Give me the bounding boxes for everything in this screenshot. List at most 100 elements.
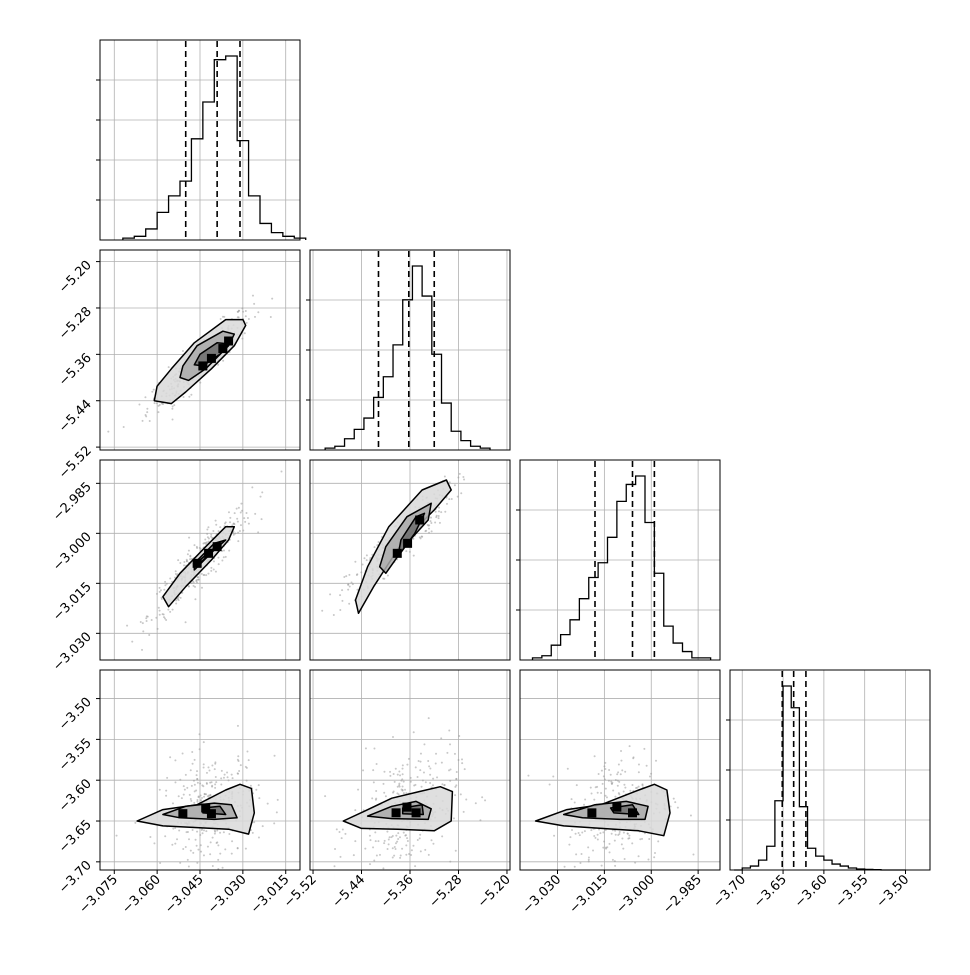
s41-sample-point xyxy=(193,790,196,793)
s42-sample-point xyxy=(429,767,432,770)
s42-sample-point xyxy=(429,782,432,785)
s41-sample-point xyxy=(208,769,211,772)
s42-sample-point xyxy=(383,839,386,842)
s42-sample-point xyxy=(431,784,434,787)
s41-sample-point xyxy=(213,768,216,771)
s41-sample-point xyxy=(184,773,187,776)
s32-sample-point xyxy=(440,511,443,514)
s43-sample-point xyxy=(566,767,569,770)
s43-sample-point xyxy=(602,775,605,778)
s31-sample-point xyxy=(203,542,206,545)
s31-sample-point xyxy=(194,585,197,588)
s43-sample-point xyxy=(603,840,606,843)
s43-sample-point xyxy=(587,856,590,859)
s42-sample-point xyxy=(402,792,405,795)
s43-sample-point xyxy=(574,832,577,835)
s41-sample-point xyxy=(193,801,196,804)
s42-sample-point xyxy=(372,781,375,784)
s43-sample-point xyxy=(631,842,634,845)
s42-sample-point xyxy=(388,836,391,839)
s43-sample-point xyxy=(610,780,613,783)
s43-sample-point xyxy=(587,846,590,849)
col4-xtick-label-3: −3.55 xyxy=(833,872,872,911)
s41-sample-point xyxy=(182,785,185,788)
s42-sample-point xyxy=(378,853,381,856)
s43-sample-point xyxy=(599,832,602,835)
s31-sample-point xyxy=(179,596,182,599)
s42-sample-point xyxy=(455,778,458,781)
s43-sample-point xyxy=(570,829,573,832)
s31-sample-point xyxy=(141,648,144,651)
s31-sample-point xyxy=(217,556,220,559)
s42-sample-point xyxy=(453,752,456,755)
s43-sample-point xyxy=(590,792,593,795)
s31-sample-point xyxy=(280,470,283,473)
s31-sample-point xyxy=(231,524,234,527)
s43-sample-point xyxy=(637,785,640,788)
s31-sample-point xyxy=(237,540,240,543)
s42-sample-point xyxy=(432,777,435,780)
s41-sample-point xyxy=(186,858,189,861)
s41-sample-point xyxy=(273,822,276,825)
s43-sample-point xyxy=(563,865,566,868)
s42-sample-point xyxy=(396,840,399,843)
s42-sample-point xyxy=(412,731,415,734)
s42-sample-point xyxy=(373,747,376,750)
s31-sample-point xyxy=(212,568,215,571)
row2-ytick-label-4: −5.20 xyxy=(56,258,95,297)
s43-sample-point xyxy=(579,862,582,865)
p4-frame xyxy=(729,669,931,871)
s42-sample-point xyxy=(429,773,432,776)
s31-sample-point xyxy=(188,536,191,539)
s21-density-cell-0 xyxy=(206,353,216,363)
s32-sample-point xyxy=(377,540,380,543)
col3-xtick-label-0: −3.030 xyxy=(520,872,565,917)
s31-sample-point xyxy=(234,532,237,535)
s32-density-cell-0 xyxy=(403,538,413,548)
s42-sample-point xyxy=(419,760,422,763)
s43-sample-point xyxy=(608,842,611,845)
s41-sample-point xyxy=(197,848,200,851)
s43-sample-point xyxy=(618,831,621,834)
s32-sample-point xyxy=(341,599,344,602)
s41-sample-point xyxy=(227,779,230,782)
s42-sample-point xyxy=(401,773,404,776)
s31-sample-point xyxy=(210,533,213,536)
s42-sample-point xyxy=(394,848,397,851)
s41-sample-point xyxy=(196,781,199,784)
row3-ytick-label-3: −2.985 xyxy=(50,480,95,525)
s43-sample-point xyxy=(614,778,617,781)
s41-sample-point xyxy=(230,852,233,855)
s31-sample-point xyxy=(156,627,159,630)
s41-sample-point xyxy=(191,828,194,831)
s43-sample-point xyxy=(620,750,623,753)
s31-sample-point xyxy=(212,529,215,532)
s41-sample-point xyxy=(211,836,214,839)
s31-sample-point xyxy=(229,516,232,519)
s43-sample-point xyxy=(584,798,587,801)
s41-sample-point xyxy=(205,771,208,774)
s31-sample-point xyxy=(177,599,180,602)
s43-sample-point xyxy=(639,838,642,841)
s31-sample-point xyxy=(165,619,168,622)
row2-ytick-label-0: −5.52 xyxy=(56,443,95,482)
s41-sample-point xyxy=(196,830,199,833)
s42-sample-point xyxy=(398,770,401,773)
s31-sample-point xyxy=(243,517,246,520)
s21-frame xyxy=(99,249,301,451)
s31-sample-point xyxy=(126,624,129,627)
s32-sample-point xyxy=(428,531,431,534)
s32-sample-point xyxy=(348,585,351,588)
s43-sample-point xyxy=(620,759,623,762)
s43-sample-point xyxy=(596,791,599,794)
s21-density-cell-1 xyxy=(218,344,228,354)
s41-sample-point xyxy=(171,802,174,805)
s31-sample-point xyxy=(187,549,190,552)
s42-sample-point xyxy=(383,842,386,845)
s41-sample-point xyxy=(189,849,192,852)
s42-sample-point xyxy=(441,783,444,786)
s41-sample-point xyxy=(198,733,201,736)
s42-sample-point xyxy=(455,784,458,787)
s41-sample-point xyxy=(249,784,252,787)
s42-sample-point xyxy=(371,797,374,800)
